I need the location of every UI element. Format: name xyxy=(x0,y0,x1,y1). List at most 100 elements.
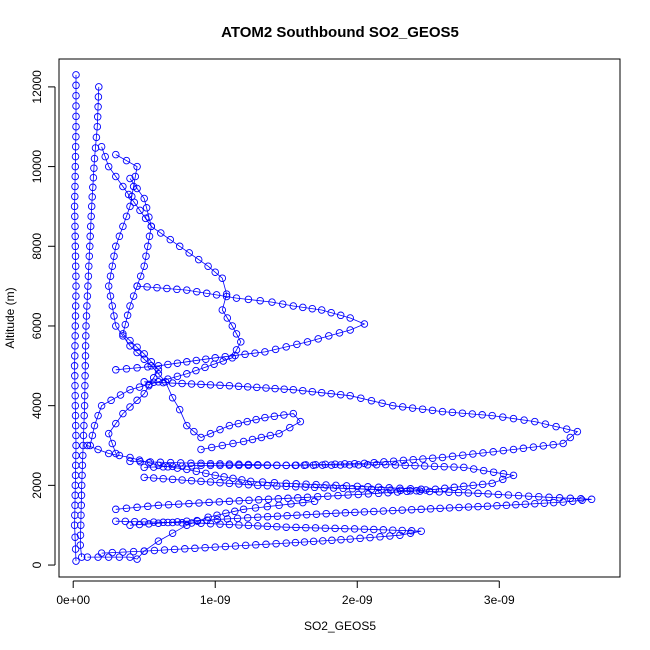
data-point xyxy=(94,445,102,454)
data-point xyxy=(468,410,477,418)
data-point xyxy=(289,409,298,418)
data-point xyxy=(82,312,91,320)
data-point xyxy=(289,385,298,394)
data-point xyxy=(441,484,449,493)
data-point xyxy=(406,529,415,537)
data-point xyxy=(493,501,501,510)
data-point xyxy=(108,262,117,270)
data-point xyxy=(126,302,134,310)
data-point xyxy=(115,451,124,460)
data-point xyxy=(154,362,163,370)
data-point xyxy=(89,173,98,182)
data-point xyxy=(271,384,279,393)
data-point xyxy=(70,362,79,370)
data-point xyxy=(72,91,80,100)
data-point xyxy=(243,417,251,426)
data-point xyxy=(206,429,215,438)
data-point xyxy=(154,366,163,374)
data-point xyxy=(115,232,124,241)
data-point xyxy=(246,477,255,486)
data-point xyxy=(499,446,508,455)
data-point xyxy=(70,202,79,211)
data-point xyxy=(308,304,317,313)
data-point xyxy=(263,461,272,469)
data-point xyxy=(83,441,92,450)
data-point xyxy=(80,391,89,400)
data-point xyxy=(302,510,311,519)
data-point xyxy=(370,507,378,516)
data-point xyxy=(72,102,80,110)
data-point xyxy=(191,544,199,553)
data-point xyxy=(81,352,90,360)
data-point xyxy=(332,509,340,517)
data-point xyxy=(133,555,141,563)
data-point xyxy=(126,202,134,211)
data-point xyxy=(93,113,102,121)
data-point xyxy=(187,476,196,485)
data-point xyxy=(484,490,492,498)
data-point xyxy=(150,546,159,555)
data-point xyxy=(121,517,130,526)
data-point xyxy=(448,452,457,461)
data-point xyxy=(221,542,230,551)
data-point xyxy=(479,466,488,475)
data-point xyxy=(225,520,234,529)
data-point xyxy=(332,481,340,490)
data-point xyxy=(499,470,508,478)
data-point xyxy=(116,391,125,399)
data-point xyxy=(308,387,317,396)
data-point xyxy=(417,505,425,514)
data-point xyxy=(72,112,80,121)
data-point xyxy=(328,536,336,545)
data-point xyxy=(166,458,175,467)
data-point xyxy=(108,439,117,448)
data-point xyxy=(345,461,354,469)
data-point xyxy=(351,508,359,517)
y-axis-label: Altitude (m) xyxy=(3,287,17,348)
data-point xyxy=(168,518,177,527)
series-3 xyxy=(86,142,245,450)
data-point xyxy=(119,330,127,338)
data-point xyxy=(229,439,237,448)
data-point xyxy=(174,500,183,508)
data-point xyxy=(71,322,80,330)
data-point xyxy=(72,132,80,141)
data-point xyxy=(559,439,567,448)
data-point xyxy=(292,523,300,532)
data-point xyxy=(587,495,596,504)
data-point xyxy=(202,289,211,298)
data-point xyxy=(101,152,109,161)
data-point xyxy=(81,372,89,380)
data-point xyxy=(108,548,117,557)
data-point xyxy=(168,462,177,471)
data-point xyxy=(154,519,163,527)
data-point xyxy=(71,242,80,251)
data-point xyxy=(344,491,352,499)
data-point xyxy=(187,380,196,388)
series-2 xyxy=(76,83,103,561)
data-point xyxy=(244,521,253,530)
data-point xyxy=(450,463,458,471)
data-point xyxy=(119,222,127,231)
data-point xyxy=(72,81,80,90)
data-point xyxy=(206,459,215,468)
data-point xyxy=(216,460,224,468)
series-9 xyxy=(126,473,596,529)
data-point xyxy=(126,403,134,411)
data-point xyxy=(222,290,231,298)
data-point xyxy=(71,381,79,390)
data-point xyxy=(337,535,345,544)
data-point xyxy=(122,504,131,513)
data-point xyxy=(219,357,227,365)
data-point xyxy=(341,524,349,533)
data-point xyxy=(401,461,409,470)
data-point xyxy=(71,252,80,260)
data-point xyxy=(201,363,209,372)
data-point xyxy=(104,162,113,171)
data-point xyxy=(231,542,240,550)
data-point xyxy=(254,496,263,504)
data-point xyxy=(389,526,397,534)
data-point xyxy=(577,495,585,503)
data-point xyxy=(566,433,575,442)
data-point xyxy=(455,503,463,512)
